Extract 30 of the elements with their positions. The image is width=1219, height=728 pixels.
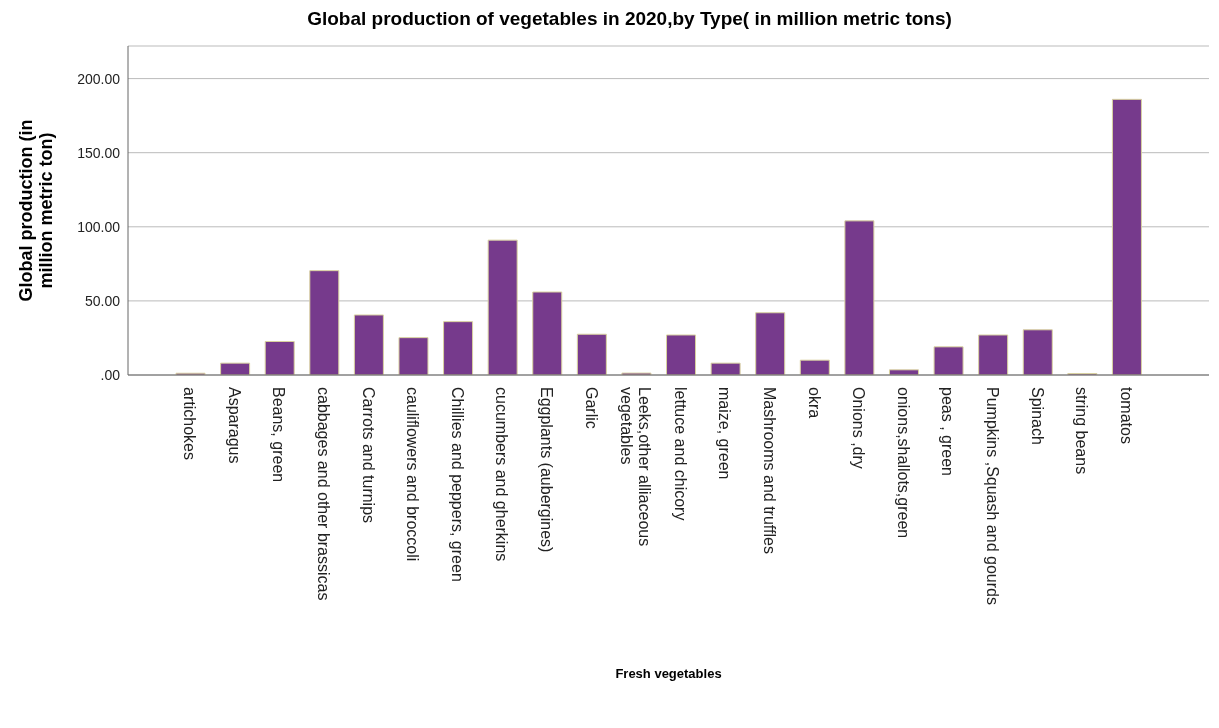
x-tick-label: Spinach: [1028, 387, 1046, 445]
y-tick-label: 100.00: [77, 218, 121, 235]
x-tick-label: maize, green: [716, 387, 734, 480]
x-tick-label: Beans, green: [270, 387, 288, 483]
x-tick-label: cabbages and other brassicas: [315, 387, 333, 601]
y-tick-label: 50.00: [84, 292, 121, 309]
x-tick-label: cucumbers and gherkins: [493, 387, 511, 562]
x-tick-label: peas , green: [939, 387, 957, 476]
x-tick-label: string beans: [1073, 387, 1091, 475]
x-tick-label: Onions ,dry: [850, 387, 868, 469]
x-axis-title: Fresh vegetables: [615, 666, 722, 681]
x-tick-label: okra: [805, 387, 823, 419]
x-tick-label: tomatos: [1117, 387, 1135, 444]
x-tick-label: Carrots and turnips: [359, 387, 377, 524]
y-tick-label: 150.00: [77, 144, 121, 161]
y-tick-label: .00: [100, 366, 121, 383]
y-axis-title: Global production (in million metric ton): [16, 119, 56, 302]
x-tick-label: Chillies and peppers, green: [448, 387, 466, 582]
y-tick-label: 200.00: [77, 70, 121, 87]
x-tick-label: cauliflowers and broccoli: [404, 387, 422, 562]
x-tick-label: Garlic: [582, 387, 600, 429]
x-tick-label: Eggplants (aubergines): [538, 387, 556, 553]
x-tick-label: onions,shallots,green: [894, 387, 912, 539]
chart-title: Global production of vegetables in 2020,by Type( in million metric tons): [306, 8, 953, 31]
x-tick-label: Asparagus: [225, 387, 243, 464]
x-tick-label: Pumpkins ,Squash and gourds: [983, 387, 1001, 605]
x-tick-label: Leeks,other alliaceous vegetables: [618, 387, 654, 547]
x-tick-label: lettuce and chicory: [671, 387, 689, 521]
x-tick-label: artichokes: [181, 387, 199, 460]
x-tick-label: Mashrooms and truffles: [760, 387, 778, 554]
